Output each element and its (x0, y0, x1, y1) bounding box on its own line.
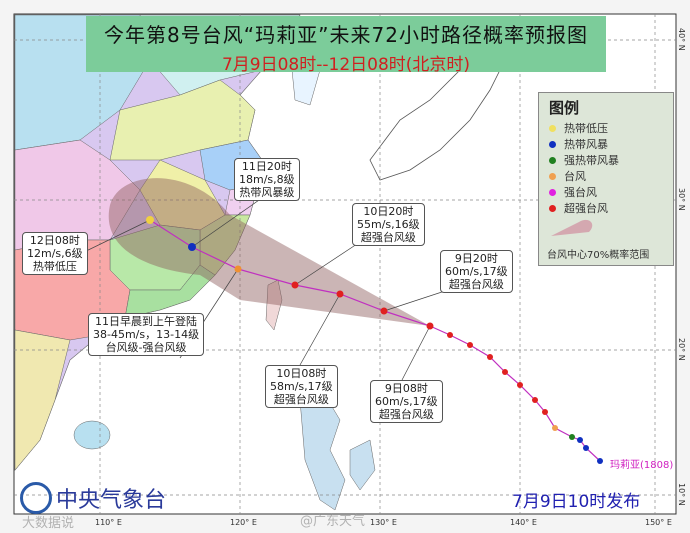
point-11d20 (188, 243, 196, 251)
leader-lines (77, 197, 449, 381)
label-wind: 60m/s,17级 (445, 265, 508, 278)
cma-logo-icon (20, 482, 52, 514)
dot-icon (549, 124, 556, 132)
label-time: 10日20时 (363, 205, 414, 218)
legend-label: 超强台风 (564, 202, 608, 215)
legend-label: 热带风暴 (564, 138, 608, 151)
label-grade: 超强台风级 (360, 231, 416, 244)
probability-cone (108, 178, 431, 326)
label-grade: 超强台风级 (273, 393, 329, 406)
point-12d08 (146, 216, 154, 224)
dot-icon (549, 204, 556, 212)
track-points (146, 216, 603, 464)
past-point (569, 434, 575, 440)
past-point (502, 369, 508, 375)
label-wind: 58m/s,17级 (270, 380, 333, 393)
title-banner: 今年第8号台风“玛莉亚”未来72小时路径概率预报图 7月9日08时--12日08… (86, 16, 606, 75)
dot-icon (549, 172, 556, 180)
watermark: 大数据说 (22, 516, 75, 531)
label-11d20: 11日20时 18m/s,8级 热带风暴级 (234, 158, 300, 201)
label-12d08: 12日08时 12m/s,6级 热带低压 (22, 232, 88, 275)
lat-label: 40° N (677, 28, 686, 51)
label-wind: 55m/s,16级 (357, 218, 420, 231)
past-point (517, 382, 523, 388)
label-time: 9日20时 (454, 252, 498, 265)
legend-label: 强台风 (564, 186, 597, 199)
past-point (532, 397, 538, 403)
dot-icon (549, 140, 556, 148)
legend-item: 热带风暴 (549, 136, 673, 152)
issue-time: 7月9日10时发布 (512, 492, 641, 512)
past-point (542, 409, 548, 415)
past-point (467, 342, 473, 348)
legend-label: 热带低压 (564, 122, 608, 135)
label-10d20: 10日20时 55m/s,16级 超强台风级 (352, 203, 425, 246)
label-landfall: 11日早晨到上午登陆 38-45m/s，13-14级 台风级-强台风级 (88, 313, 205, 356)
legend-label: 强热带风暴 (564, 154, 619, 167)
label-wind: 12m/s,6级 (27, 247, 83, 260)
watermark: @广东天气 (300, 514, 366, 529)
lon-label: 120° E (230, 518, 257, 527)
label-time: 10日08时 (276, 367, 327, 380)
agency-name: 中央气象台 (56, 488, 167, 513)
lat-label: 20° N (677, 338, 686, 361)
legend-item: 台风 (549, 168, 673, 184)
label-wind: 18m/s,8级 (239, 173, 295, 186)
legend-title: 图例 (549, 99, 580, 117)
map-subtitle: 7月9日08时--12日08时(北京时) (221, 55, 471, 75)
past-point (552, 425, 558, 431)
lat-label: 30° N (677, 188, 686, 211)
dot-icon (549, 156, 556, 164)
past-point (583, 445, 589, 451)
label-time: 11日早晨到上午登陆 (95, 315, 198, 328)
past-point (597, 458, 603, 464)
legend-item: 超强台风 (549, 200, 673, 216)
agency-logo: 中央气象台 (20, 482, 166, 514)
label-time: 12日08时 (29, 234, 80, 247)
label-grade: 超强台风级 (448, 278, 504, 291)
legend-item: 强台风 (549, 184, 673, 200)
legend-item: 热带低压 (549, 120, 673, 136)
point-9d08 (426, 322, 434, 330)
legend-item: 强热带风暴 (549, 152, 673, 168)
cone-swatch-icon (551, 219, 593, 236)
label-grade: 热带风暴级 (239, 186, 295, 199)
point-landfall (234, 265, 242, 273)
past-point (447, 332, 453, 338)
lon-label: 150° E (645, 518, 672, 527)
point-9d20 (380, 307, 388, 315)
storm-name: 玛莉亚(1808) (610, 460, 674, 471)
past-point (577, 437, 583, 443)
past-point (487, 354, 493, 360)
legend: 图例 热带低压 热带风暴 强热带风暴 台风 强台风 超强台风 台风中心70%概率… (538, 92, 674, 266)
dot-icon (549, 188, 556, 196)
label-grade: 台风级-强台风级 (105, 341, 187, 354)
cone-legend-label: 台风中心70%概率范围 (547, 250, 650, 261)
label-time: 9日08时 (384, 382, 428, 395)
point-10d08 (336, 290, 344, 298)
lon-label: 130° E (370, 518, 397, 527)
label-10d08: 10日08时 58m/s,17级 超强台风级 (265, 365, 338, 408)
lon-label: 110° E (95, 518, 122, 527)
lon-label: 140° E (510, 518, 537, 527)
map-title: 今年第8号台风“玛莉亚”未来72小时路径概率预报图 (104, 23, 588, 47)
label-grade: 超强台风级 (378, 408, 434, 421)
label-9d08: 9日08时 60m/s,17级 超强台风级 (370, 380, 443, 423)
label-time: 11日20时 (241, 160, 292, 173)
label-wind: 38-45m/s，13-14级 (93, 328, 200, 341)
label-wind: 60m/s,17级 (375, 395, 438, 408)
label-9d20: 9日20时 60m/s,17级 超强台风级 (440, 250, 513, 293)
point-10d20 (291, 281, 299, 289)
legend-label: 台风 (564, 170, 586, 183)
label-grade: 热带低压 (32, 260, 77, 273)
lat-label: 10° N (677, 483, 686, 506)
